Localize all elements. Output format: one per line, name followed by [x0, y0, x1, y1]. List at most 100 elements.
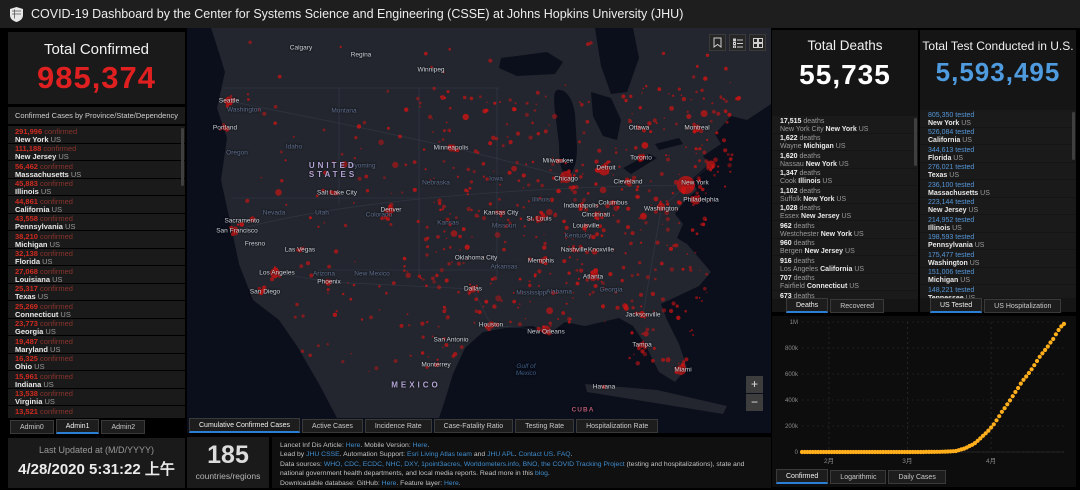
- text: .: [570, 451, 573, 459]
- tests-list[interactable]: 805,350 tested New York US 526,084 tested C…: [920, 110, 1076, 298]
- death-row[interactable]: 916 deaths Los Angeles California US: [772, 256, 918, 273]
- tested-row[interactable]: 236,100 tested Massachusetts US: [920, 180, 1076, 197]
- confirmed-row[interactable]: 56,462 confirmed Massachusetts US: [8, 161, 185, 178]
- confirmed-row[interactable]: 32,138 confirmed Florida US: [8, 248, 185, 266]
- death-row[interactable]: 17,515 deaths New York City New York US: [772, 116, 918, 133]
- tests-list-scrollbar[interactable]: [1072, 112, 1075, 160]
- confirmed-row[interactable]: 16,325 confirmed Ohio US: [8, 353, 185, 371]
- text: Lancet Inf Dis Article:: [280, 442, 346, 449]
- death-row[interactable]: 1,347 deaths Cook Illinois US: [772, 168, 918, 185]
- hospitalization-rate-tab[interactable]: Hospitalization Rate: [576, 419, 659, 433]
- svg-text:1M: 1M: [790, 320, 798, 326]
- tested-row[interactable]: 148,221 tested Tennessee US: [920, 285, 1076, 298]
- incidence-rate-tab[interactable]: Incidence Rate: [364, 419, 432, 433]
- page-title: COVID-19 Dashboard by the Center for Sys…: [31, 7, 684, 21]
- confirmed-row[interactable]: 23,773 confirmed Georgia US: [8, 318, 185, 336]
- deaths-list-scrollbar[interactable]: [914, 118, 917, 166]
- confirmed-row[interactable]: 15,961 confirmed Indiana US: [8, 371, 185, 388]
- confirmed-row[interactable]: 13,538 confirmed Virginia US: [8, 388, 185, 406]
- case-fatality-ratio-tab[interactable]: Case-Fatality Ratio: [433, 419, 514, 433]
- confirmed-tab[interactable]: Confirmed: [776, 469, 829, 484]
- tested-row[interactable]: 175,477 tested Washington US: [920, 250, 1076, 267]
- confirmed-row[interactable]: 25,269 confirmed Connecticut US: [8, 301, 185, 318]
- confirmed-row[interactable]: 44,861 confirmed California US: [8, 196, 185, 213]
- link[interactable]: Here: [412, 442, 428, 449]
- death-row[interactable]: 1,622 deaths Wayne Michigan US: [772, 133, 918, 150]
- confirmed-list[interactable]: 291,996 confirmed New York US 111,188 conf…: [8, 126, 185, 418]
- confirmed-row-partial[interactable]: 13,521 confirmed: [8, 406, 185, 418]
- death-row[interactable]: 1,028 deaths Essex New Jersey US: [772, 203, 918, 220]
- death-row-partial[interactable]: 673 deaths: [772, 291, 918, 299]
- confirmed-row[interactable]: 27,068 confirmed Louisiana US: [8, 266, 185, 283]
- link[interactable]: Here: [444, 479, 459, 487]
- link[interactable]: Here: [381, 479, 397, 487]
- deaths-tab[interactable]: Deaths: [786, 298, 829, 313]
- confirmed-list-scrollbar[interactable]: [181, 128, 184, 186]
- header-bar: COVID-19 Dashboard by the Center for Sys…: [0, 0, 1080, 28]
- link[interactable]: FAQ: [556, 451, 571, 459]
- confirmed-row[interactable]: 291,996 confirmed New York US: [8, 126, 185, 143]
- total-confirmed-value: 985,374: [36, 60, 157, 95]
- link[interactable]: JHU CSSE: [306, 451, 340, 459]
- cases-chart-panel: 0 200k 400k 600k 800k 1M 2月 3月 4月 Confirmed Logar…: [772, 316, 1076, 487]
- last-updated-panel: Last Updated at (M/D/YYYY) 4/28/2020 5:3…: [8, 438, 185, 488]
- tested-row[interactable]: 198,593 tested Pennsylvania US: [920, 232, 1076, 249]
- tested-row[interactable]: 526,084 tested California US: [920, 127, 1076, 144]
- tested-row[interactable]: 805,350 tested New York US: [920, 110, 1076, 127]
- logarithmic-tab[interactable]: Logarithmic: [830, 470, 887, 484]
- basemap-icon[interactable]: [749, 34, 766, 51]
- tested-row[interactable]: 151,006 tested Michigan US: [920, 267, 1076, 284]
- us-hospitalization-tab[interactable]: US Hospitalization: [984, 299, 1062, 313]
- death-row[interactable]: 707 deaths Fairfield Connecticut US: [772, 273, 918, 290]
- daily-cases-tab[interactable]: Daily Cases: [888, 470, 946, 484]
- confirmed-row[interactable]: 38,210 confirmed Michigan US: [8, 231, 185, 248]
- confirmed-list-title: Confirmed Cases by Province/State/Depend…: [8, 107, 185, 124]
- svg-text:3月: 3月: [902, 457, 912, 465]
- zoom-out-button[interactable]: −: [746, 394, 763, 411]
- text: .: [427, 442, 430, 449]
- cumulative-confirmed-cases-tab[interactable]: Cumulative Confirmed Cases: [189, 418, 301, 433]
- confirmed-row[interactable]: 43,558 confirmed Pennsylvania US: [8, 213, 185, 231]
- confirmed-row[interactable]: 19,487 confirmed Maryland US: [8, 336, 185, 353]
- tested-row[interactable]: 223,144 tested New Jersey US: [920, 197, 1076, 214]
- link[interactable]: Esri Living Atlas team: [406, 451, 472, 459]
- bookmark-icon[interactable]: [709, 34, 726, 51]
- legend-icon[interactable]: [729, 34, 746, 51]
- link[interactable]: Contact US: [518, 451, 554, 459]
- text: . Automation Support:: [339, 451, 407, 459]
- deaths-tabs: Deaths Recovered: [786, 298, 885, 313]
- admin2-tab[interactable]: Admin2: [101, 420, 146, 434]
- zoom-in-button[interactable]: +: [746, 376, 763, 393]
- tests-tabs: US Tested US Hospitalization: [930, 298, 1062, 313]
- tested-row[interactable]: 344,613 tested Florida US: [920, 145, 1076, 162]
- testing-rate-tab[interactable]: Testing Rate: [515, 419, 575, 433]
- svg-text:2月: 2月: [824, 457, 834, 465]
- info-line: Lancet Inf Dis Article: Here. Mobile Ver…: [280, 441, 763, 450]
- text: . Feature layer:: [396, 479, 444, 487]
- link[interactable]: JHU APL: [487, 451, 515, 459]
- death-row[interactable]: 1,620 deaths Nassau New York US: [772, 151, 918, 168]
- confirmed-row[interactable]: 45,883 confirmed Illinois US: [8, 178, 185, 196]
- map-canvas[interactable]: Washington Oregon Idaho Montana Wyoming Nevad…: [187, 28, 771, 418]
- active-cases-tab[interactable]: Active Cases: [302, 419, 363, 433]
- cases-chart[interactable]: 0 200k 400k 600k 800k 1M 2月 3月 4月: [772, 316, 1076, 468]
- confirmed-row[interactable]: 111,188 confirmed New Jersey US: [8, 143, 185, 161]
- tested-row[interactable]: 276,021 tested Texas US: [920, 162, 1076, 179]
- text: Downloadable database: GitHub:: [280, 479, 382, 487]
- link[interactable]: WHO, CDC, ECDC, NHC, DXY, 1point3acres, …: [323, 460, 625, 468]
- total-deaths-title: Total Deaths: [807, 38, 883, 53]
- tested-row[interactable]: 214,952 tested Illinois US: [920, 215, 1076, 232]
- us-tested-tab[interactable]: US Tested: [930, 298, 983, 313]
- map-toolbar: [709, 34, 766, 51]
- deaths-list[interactable]: 17,515 deaths New York City New York US 1,…: [772, 116, 918, 299]
- text: Lead by: [280, 451, 307, 459]
- admin1-tab[interactable]: Admin1: [55, 419, 100, 434]
- death-row[interactable]: 960 deaths Bergen New Jersey US: [772, 238, 918, 255]
- death-row[interactable]: 962 deaths Westchester New York US: [772, 221, 918, 238]
- death-row[interactable]: 1,102 deaths Suffolk New York US: [772, 186, 918, 203]
- recovered-tab[interactable]: Recovered: [830, 299, 885, 313]
- confirmed-row[interactable]: 25,317 confirmed Texas US: [8, 283, 185, 301]
- link[interactable]: Here: [345, 442, 361, 449]
- admin0-tab[interactable]: Admin0: [10, 420, 54, 434]
- link[interactable]: blog: [535, 470, 548, 478]
